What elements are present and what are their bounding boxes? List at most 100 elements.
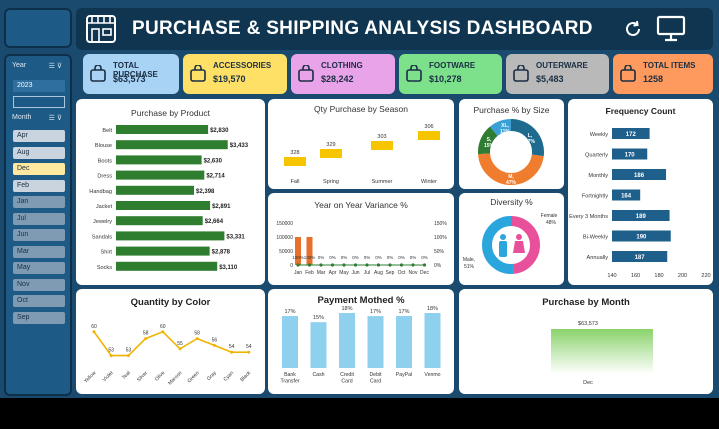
month-slicer-item-dec[interactable]: Dec <box>13 163 65 175</box>
category-label: Every 3 Months <box>569 214 608 220</box>
kpi-card-accessories: ACCESSORIES $19,570 <box>183 54 287 94</box>
month-slicer-item-jul[interactable]: Jul <box>13 212 65 225</box>
bar <box>551 329 653 374</box>
chart-title: Purchase % by Size <box>473 105 550 115</box>
bar <box>116 170 205 180</box>
chart-title: Diversity % <box>490 197 533 207</box>
bar <box>116 185 195 195</box>
data-label: 0% <box>352 255 359 260</box>
category-label: Sep <box>386 270 395 276</box>
month-slicer-header: Month ☰⊽ <box>12 114 64 122</box>
bar <box>612 230 671 242</box>
data-label: $3,433 <box>230 143 249 149</box>
bar <box>295 237 301 265</box>
kpi-card-total-items: TOTAL ITEMS 1258 <box>613 54 713 94</box>
category-label: Weekly <box>590 132 608 138</box>
purchase-by-product-chart: Belt $2,830 Blouse $3,433 Boots $2,630 Dress $2… <box>89 125 249 271</box>
year-slicer-label: Year <box>12 62 27 69</box>
x-tick-label: 200 <box>678 273 687 279</box>
refresh-icon[interactable] <box>623 19 643 39</box>
category-label: Quarterly <box>585 153 608 159</box>
kpi-label: ACCESSORIES <box>213 61 272 70</box>
shoe-icon <box>406 65 422 82</box>
filter-icon[interactable]: ☰⊽ <box>48 63 64 70</box>
shirt-icon <box>513 65 529 82</box>
kpi-card-total-purchase: TOTAL PURCHASE $63,573 <box>83 54 179 94</box>
kpi-value: $10,278 <box>429 74 462 84</box>
bar <box>116 140 228 150</box>
month-slicer-item-feb[interactable]: Feb <box>13 179 65 192</box>
data-point <box>126 354 130 358</box>
filter-icon[interactable]: ☰⊽ <box>48 115 64 122</box>
data-label: 48% <box>546 220 557 226</box>
season-chart: 328 Fall 329 Spring 303 Summer 306 Winter <box>284 124 440 185</box>
category-label: Jul <box>364 270 370 276</box>
chart-title: Quantity by Color <box>130 297 211 308</box>
category-label: Mar <box>317 270 326 276</box>
data-label: $2,664 <box>205 219 224 225</box>
data-label: 18% <box>341 306 352 312</box>
color-line-chart: 60 Yellow 53 Violet 53 Teal 58 Silver 60 Olive 55 M… <box>83 324 252 387</box>
bar <box>396 316 412 368</box>
data-label: Female <box>541 213 558 219</box>
sidebar-logo-box <box>4 8 72 48</box>
data-label: 329 <box>326 142 335 148</box>
pie-slice <box>489 119 512 137</box>
year-slicer-header: Year ☰⊽ <box>12 62 64 70</box>
bar <box>116 231 225 241</box>
category-label: Shirt <box>100 250 112 256</box>
month-slicer-item-apr[interactable]: Apr <box>13 130 65 142</box>
monitor-icon[interactable] <box>656 15 686 43</box>
bar <box>116 155 202 165</box>
month-slicer-item-mar[interactable]: Mar <box>13 245 65 258</box>
category-label: Card <box>341 379 352 385</box>
kpi-label: CLOTHING <box>321 61 363 70</box>
data-label: 60 <box>160 324 166 330</box>
pie-slice <box>482 216 514 274</box>
y2-tick-label: 100% <box>434 235 447 241</box>
data-label: 54 <box>229 344 235 350</box>
month-slicer-item-nov[interactable]: Nov <box>13 278 65 291</box>
data-label: 15% <box>313 315 324 321</box>
data-point <box>92 330 96 334</box>
data-point <box>144 337 148 341</box>
data-label: 54 <box>246 344 252 350</box>
data-label: $2,878 <box>212 250 231 256</box>
size-card: Purchase % by Size L, 27% M, 47% S, 15% XL, 11% <box>459 99 564 189</box>
data-label: $3,110 <box>219 265 238 271</box>
data-point <box>178 347 182 351</box>
year-slicer-blank[interactable] <box>13 96 65 108</box>
female-icon-body <box>513 241 525 253</box>
data-label: S, <box>487 137 492 143</box>
bar <box>282 316 298 368</box>
month-slicer-item-oct[interactable]: Oct <box>13 295 65 307</box>
month-slicer-item-aug[interactable]: Aug <box>13 146 65 159</box>
chart-title: Payment Mothed % <box>317 295 405 306</box>
data-label: 58 <box>194 331 200 337</box>
purchase-by-product-card: Purchase by Product Belt $2,830 Blouse $3,4… <box>76 99 265 285</box>
data-label: 164 <box>621 194 632 200</box>
year-slicer-item[interactable]: 2023 <box>13 80 65 92</box>
y-tick-label: 150000 <box>276 221 293 227</box>
header: PURCHASE & SHIPPING ANALYSIS DASHBOARD <box>76 8 713 50</box>
bar <box>612 128 650 139</box>
month-slicer-item-sep[interactable]: Sep <box>13 311 65 324</box>
y2-tick-label: 150% <box>434 221 447 227</box>
data-point <box>230 350 234 354</box>
data-label: 328 <box>290 150 299 156</box>
category-label: Spring <box>323 179 339 185</box>
month-slicer-item-jan[interactable]: Jan <box>13 196 65 208</box>
bar <box>306 237 313 265</box>
bar <box>612 169 667 180</box>
series-line <box>93 330 249 357</box>
frequency-card: Frequency Count Weekly 172 Quarterly 170 Mon… <box>568 99 713 285</box>
data-label: $2,714 <box>206 174 225 180</box>
month-slicer-item-jun[interactable]: Jun <box>13 229 65 241</box>
category-label: Jun <box>351 270 359 276</box>
category-label: Debit <box>369 372 382 378</box>
season-card: Qty Purchase by Season 328 Fall 329 Spring 3… <box>268 99 454 189</box>
bar <box>116 201 211 210</box>
data-label: 11% <box>500 129 510 135</box>
month-slicer-item-may[interactable]: May <box>13 262 65 274</box>
